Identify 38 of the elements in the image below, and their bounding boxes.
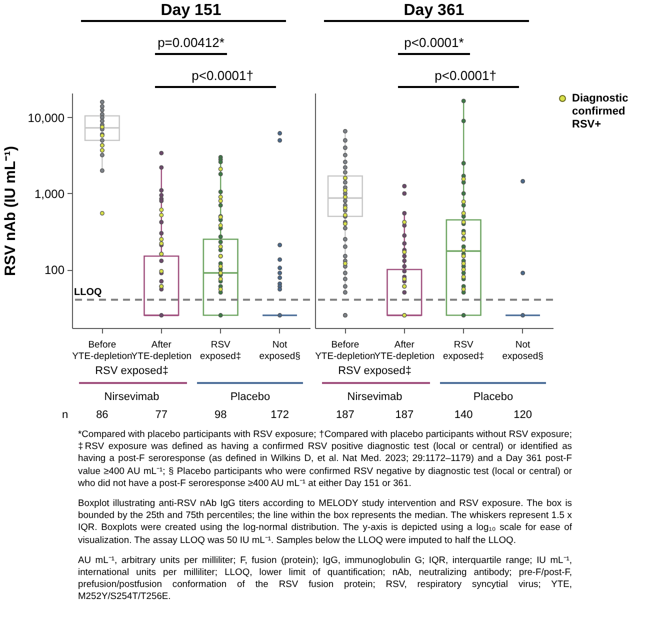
- y-tick-label: 10,000: [28, 110, 65, 125]
- x-tick-label: After YTE-depletion: [374, 340, 434, 362]
- text: Placebo: [473, 391, 514, 404]
- text: 187: [336, 409, 354, 422]
- chart-title: Day 151: [160, 2, 222, 19]
- x-tick-label: Not exposed§: [502, 340, 544, 362]
- text: Boxplot illustrating anti-RSV nAb IgG titers according to MELODY study intervention and RSV exposure. The box is bounded by the 25th and 75th percentiles; the line within the box represents the median. The whiskers represent 1.5 x IQR. Boxplots were created using the log-normal distribution. The y-axis is depicted using a log₁₀ scale for ease of visualization. The assay LLOQ was 50 IU mL⁻¹. Samples below the LLOQ were imputed to half the LLOQ.: [78, 497, 572, 546]
- text: 86: [96, 409, 108, 422]
- y-tick-label: 100: [44, 263, 65, 278]
- x-tick-label: RSV exposed‡: [443, 340, 484, 362]
- x-tick-label: Not exposed§: [259, 340, 300, 362]
- x-tick-label: Before YTE-depletion: [72, 340, 132, 362]
- text: RSV exposed‡: [338, 365, 412, 378]
- x-tick-label: Before YTE-depletion: [315, 340, 376, 362]
- y-tick-label: 1,000: [34, 187, 65, 201]
- text: 187: [395, 409, 414, 422]
- text: p=0.00412*: [158, 35, 224, 50]
- text: *Compared with placebo participants with RSV exposure; †Compared with placebo participants without RSV exposure; ‡RSV exposure was defined as having a confirmed RSV positive diagnostic test (local or central) or identified as having a post-F seroresponse (as defined in Wilkins D, et al. Nat Med. 2023; 29:1172–1179) and a Day 361 post-F value ≥400 AU mL⁻¹; § Placebo participants who were confirmed RSV negative by diagnostic test (local or central) or who did not have a post-F seroresponse ≥400 AU mL⁻¹ at either Day 151 or 361.: [78, 428, 572, 490]
- text: Placebo: [230, 391, 270, 404]
- chart-title: Day 361: [404, 2, 464, 19]
- text: p<0.0001*: [404, 35, 464, 50]
- text: 140: [454, 409, 473, 422]
- text: n: [62, 409, 68, 422]
- text: Nirsevimab: [104, 391, 160, 404]
- x-tick-label: After YTE-depletion: [131, 340, 192, 362]
- text: AU mL⁻¹, arbitrary units per milliliter; F, fusion (protein); IgG, immunoglobulin G; IQR, interquartile range; IU mL⁻¹, international units per milliliter; LLOQ, lower limit of quantification; nAb, neutralizing antibody; pre-F/post-F, prefusion/postfusion conformation of the RSV fusion protein; RSV, respiratory syncytial virus; YTE, M252Y/S254T/T256E.: [78, 554, 572, 603]
- ref-line-label: LLOQ: [74, 286, 102, 298]
- text: 120: [514, 409, 532, 422]
- text: RSV exposed‡: [95, 365, 168, 378]
- x-tick-label: RSV exposed‡: [200, 340, 242, 362]
- text: p<0.0001†: [192, 68, 254, 83]
- text: 98: [214, 409, 227, 422]
- text: 172: [270, 409, 289, 422]
- y-axis-title: RSV nAb (IU mL⁻¹): [2, 146, 19, 276]
- text: 77: [155, 409, 168, 422]
- legend-label: Diagnostic confirmed RSV+: [572, 92, 628, 130]
- text: Nirsevimab: [347, 391, 402, 404]
- text: p<0.0001†: [434, 68, 497, 83]
